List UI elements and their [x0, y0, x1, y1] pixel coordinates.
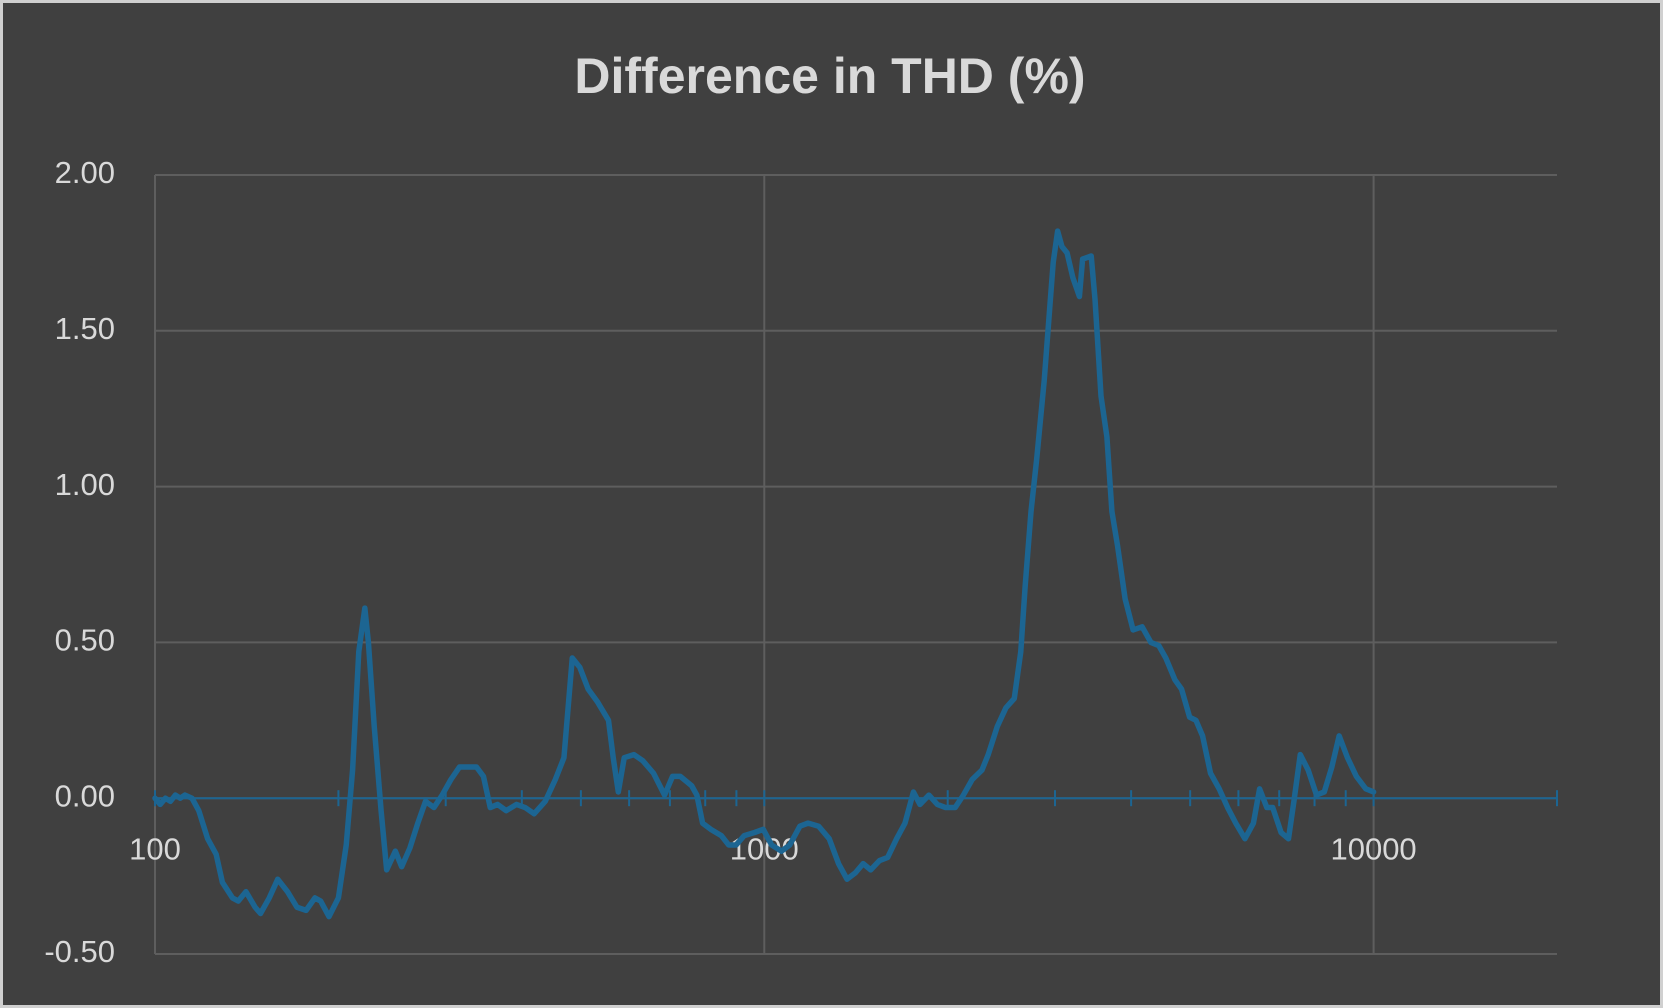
y-tick-label: -0.50: [44, 934, 115, 969]
data-line: [152, 228, 1377, 920]
y-tick-label: 0.50: [55, 623, 115, 658]
x-tick-label: 10000: [1330, 831, 1416, 866]
y-tick-label: 2.00: [55, 155, 115, 190]
y-tick-label: 1.50: [55, 311, 115, 346]
chart-title: Difference in THD (%): [574, 48, 1085, 104]
y-tick-label: 1.00: [55, 467, 115, 502]
x-tick-label: 100: [129, 831, 181, 866]
y-tick-label: 0.00: [55, 778, 115, 813]
